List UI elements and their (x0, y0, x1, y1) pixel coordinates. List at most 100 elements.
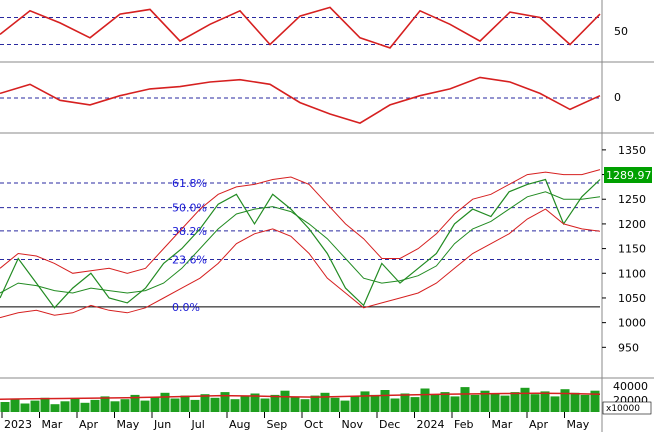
volume-bar (100, 396, 110, 412)
x-tick-label: Nov (342, 418, 364, 431)
volume-bar (480, 390, 490, 412)
volume-bar (290, 397, 300, 412)
volume-bar (80, 402, 90, 412)
price-tick-label: 1100 (618, 267, 646, 280)
volume-bar (550, 396, 560, 412)
oscillator-lower-panel (0, 76, 601, 124)
volume-panel (0, 387, 601, 412)
volume-bar (90, 399, 100, 412)
volume-ma-line (0, 392, 601, 400)
volume-bar (190, 399, 200, 412)
volume-bar (310, 395, 320, 412)
volume-bar (150, 397, 160, 412)
volume-bar (470, 394, 480, 412)
osc1-tick-label: 50 (614, 25, 628, 38)
price-tick-label: 1050 (618, 292, 646, 305)
volume-bar (540, 391, 550, 412)
volume-bar (210, 397, 220, 412)
volume-bar (340, 400, 350, 412)
x-tick-label: Jun (153, 418, 171, 431)
price-tick-label: 1250 (618, 193, 646, 206)
volume-bar (140, 400, 150, 412)
volume-bar (520, 387, 530, 412)
volume-bar (510, 392, 520, 412)
volume-bar (500, 395, 510, 412)
volume-bar (580, 394, 590, 412)
series-close (0, 178, 601, 309)
volume-unit-box (602, 401, 652, 415)
volume-bar (280, 390, 290, 412)
oscillator-upper-panel (0, 6, 601, 49)
x-tick-label: Apr (529, 418, 549, 431)
volume-bar (410, 397, 420, 412)
fibonacci-label: 61.8% (172, 177, 207, 190)
volume-bar (260, 398, 270, 412)
volume-bar (240, 396, 250, 412)
last-value-label: 1289.970 (606, 169, 654, 182)
x-tick-label: Oct (304, 418, 324, 431)
price-tick-label: 950 (618, 341, 639, 354)
volume-bar (530, 394, 540, 412)
volume-bar (10, 399, 20, 412)
volume-bar (440, 392, 450, 412)
series-ma (0, 191, 601, 294)
volume-bar (50, 404, 60, 412)
volume-bar (40, 397, 50, 412)
volume-bar (320, 392, 330, 412)
price-tick-label: 1150 (618, 243, 646, 256)
x-tick-label: 2023 (4, 418, 32, 431)
x-tick-label: Feb (454, 418, 473, 431)
volume-bar (400, 393, 410, 412)
x-axis-labels: 2023 Mar Apr May Jun Jul Aug Sep Oct Nov Dec 2024 Fe… (1, 412, 590, 431)
volume-bar (160, 392, 170, 412)
x-tick-label: 2024 (417, 418, 445, 431)
volume-bar (120, 399, 130, 412)
volume-bar (60, 401, 70, 412)
volume-bar (200, 394, 210, 412)
volume-bar (30, 400, 40, 412)
volume-bar (180, 395, 190, 412)
volume-bar (0, 402, 10, 412)
volume-bar (360, 391, 370, 412)
price-tick-label: 1350 (618, 144, 646, 157)
volume-bar (560, 389, 570, 412)
volume-bar (130, 394, 140, 412)
volume-bar (230, 399, 240, 412)
volume-bar (20, 403, 30, 412)
oscillator-line (0, 6, 601, 49)
volume-bar (350, 396, 360, 412)
x-tick-label: Mar (492, 418, 513, 431)
volume-bar (370, 394, 380, 412)
x-tick-label: Dec (379, 418, 400, 431)
volume-bar (110, 401, 120, 412)
price-tick-label: 1200 (618, 218, 646, 231)
price-panel: 61.8%50.0%38.2%23.6%0.0% (0, 169, 601, 319)
fibonacci-label: 38.2% (172, 225, 207, 238)
x-tick-label: Apr (79, 418, 99, 431)
volume-bar (380, 390, 390, 412)
last-value-box (604, 167, 652, 183)
x-tick-label: Sep (267, 418, 288, 431)
volume-bar (450, 396, 460, 412)
price-axis: 13501300125012001150110010501000950 (602, 144, 646, 354)
volume-bar (250, 393, 260, 412)
volume-bar (330, 397, 340, 412)
volume-bar (300, 399, 310, 412)
volume-bar (270, 394, 280, 412)
volume-unit-label: x10000 (606, 404, 640, 414)
volume-bar (490, 393, 500, 412)
x-tick-label: Aug (229, 418, 250, 431)
x-tick-label: Mar (42, 418, 63, 431)
volume-bar (170, 398, 180, 412)
series-bb-upper (0, 169, 601, 274)
volume-bar (220, 392, 230, 412)
volume-bar (390, 398, 400, 412)
price-tick-label: 1000 (618, 317, 646, 330)
volume-bar (590, 390, 600, 412)
volume-bar (570, 392, 580, 412)
osc2-tick-label: 0 (614, 91, 621, 104)
volume-bar (420, 388, 430, 412)
x-tick-label: May (567, 418, 590, 431)
oscillator-line (0, 76, 601, 124)
